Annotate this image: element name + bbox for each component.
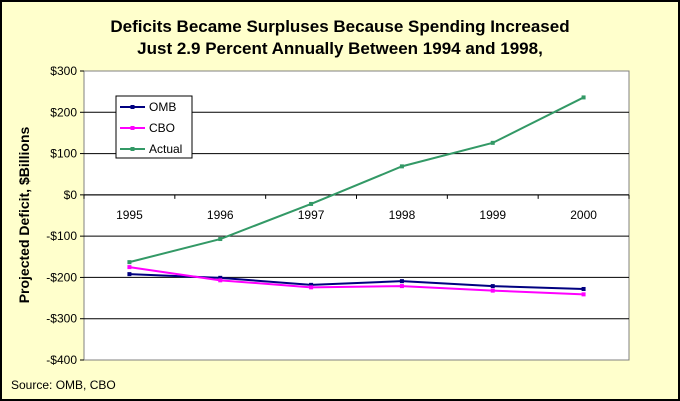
- legend-label-cbo: CBO: [149, 121, 175, 135]
- data-point-actual-1998: [399, 164, 404, 169]
- y-tick-label: -$400: [46, 353, 77, 367]
- data-point-omb-1996: [218, 275, 223, 280]
- data-point-omb-2000: [581, 286, 586, 291]
- legend-marker-cbo: [130, 126, 135, 130]
- data-point-actual-1995: [127, 260, 132, 265]
- data-point-cbo-1999: [490, 288, 495, 293]
- legend-label-actual: Actual: [149, 142, 182, 156]
- legend-label-omb: OMB: [149, 100, 176, 114]
- data-point-actual-1996: [218, 237, 223, 242]
- legend-marker-omb: [130, 105, 135, 109]
- legend-marker-actual: [130, 147, 135, 151]
- data-point-actual-2000: [581, 95, 586, 100]
- y-tick-label: -$200: [46, 270, 77, 284]
- x-tick-label-1999: 1999: [479, 208, 506, 222]
- y-tick-label: $100: [50, 147, 77, 161]
- data-point-cbo-1995: [127, 265, 132, 270]
- data-point-cbo-1996: [218, 278, 223, 283]
- legend: OMB CBO Actual: [115, 95, 193, 159]
- x-tick-label-1997: 1997: [298, 208, 325, 222]
- y-tick-label: $300: [50, 64, 77, 78]
- data-point-cbo-2000: [581, 292, 586, 297]
- x-tick-label-1998: 1998: [389, 208, 416, 222]
- chart-title-line-2: Just 2.9 Percent Annually Between 1994 a…: [137, 39, 543, 58]
- x-tick-label-2000: 2000: [570, 208, 597, 222]
- x-axis-ticks: 1995 1996 1997 1998 1999 2000: [83, 194, 630, 222]
- data-point-cbo-1997: [309, 285, 314, 290]
- data-point-actual-1999: [490, 140, 495, 145]
- series-line-actual: [129, 96, 585, 264]
- chart-title: Deficits Became Surpluses Because Spendi…: [2, 16, 678, 60]
- y-tick-label: -$300: [46, 312, 77, 326]
- source-note: Source: OMB, CBO: [11, 378, 116, 392]
- data-point-omb-1995: [127, 272, 132, 277]
- data-point-actual-1997: [309, 201, 314, 206]
- data-point-omb-1997: [309, 282, 314, 287]
- y-tick-label: -$100: [46, 229, 77, 243]
- data-point-cbo-1998: [399, 284, 404, 289]
- y-tick-label: $0: [64, 188, 78, 202]
- y-axis-label: Projected Deficit, $Billions: [16, 126, 32, 303]
- series-group: [127, 95, 586, 297]
- chart-title-line-1: Deficits Became Surpluses Because Spendi…: [110, 17, 570, 36]
- data-point-omb-1998: [399, 279, 404, 284]
- series-line-cbo: [129, 266, 584, 296]
- x-tick-label-1996: 1996: [207, 208, 234, 222]
- x-tick-label-1995: 1995: [116, 208, 143, 222]
- y-axis-ticks: $300 $200 $100 $0 -$100 -$200 -$300 -$400: [46, 64, 84, 367]
- y-tick-label: $200: [50, 105, 77, 119]
- data-point-omb-1999: [490, 284, 495, 289]
